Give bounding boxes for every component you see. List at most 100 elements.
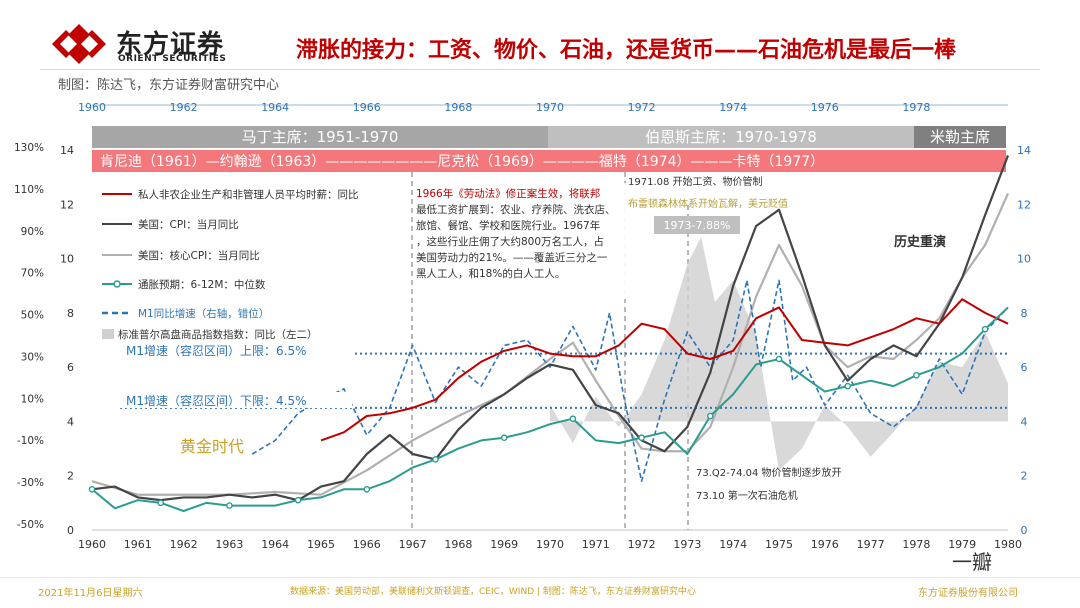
y-left-tick-label: 12 (60, 198, 74, 211)
series-m1 (251, 279, 1009, 482)
y-right-tick-label: 4 (1021, 415, 1028, 428)
top-tick-label: 1978 (902, 101, 930, 114)
series-expectation (91, 306, 1009, 512)
top-tick-label: 1962 (170, 101, 198, 114)
y-outer-tick-label: -30% (17, 477, 44, 489)
chart-credit: 制图：陈达飞，东方证券财富研究中心 (58, 78, 280, 93)
footer-company: 东方证券股份有限公司 (918, 588, 1018, 599)
y-right-tick-label: 2 (1021, 470, 1028, 483)
expectation-point (844, 382, 852, 390)
y-outer-tick-label: 10% (21, 393, 44, 405)
y-right-tick-label: 14 (1017, 144, 1031, 157)
band-chair-burns (548, 126, 914, 148)
footer-source: 数据来源：美国劳动部，美联储利文斯顿调查，CEIC，WIND | 制图：陈达飞，… (290, 587, 696, 597)
annotation-bg (414, 183, 626, 299)
top-tick-label: 1970 (536, 101, 564, 114)
chair-label: 马丁主席：1951-1970 (242, 128, 399, 146)
top-tick-label: 1972 (628, 101, 656, 114)
annotation-oil-crisis: 73.10 第一次石油危机 (696, 489, 798, 502)
page-title: 滞胀的接力：工资、物价、石油，还是货币——石油危机是最后一棒 (296, 38, 957, 63)
chair-label: 伯恩斯主席：1970-1978 (645, 128, 817, 146)
y-outer-tick-label: 110% (14, 184, 44, 196)
band-presidents (92, 150, 1006, 172)
y-right-tick-label: 10 (1017, 253, 1031, 266)
annotation-history: 历史重演 (894, 234, 946, 250)
series-cpi (91, 155, 1010, 502)
expectation-point (88, 485, 96, 493)
peak-badge (654, 216, 740, 234)
top-tick-label: 1966 (353, 101, 381, 114)
y-right-tick-label: 0 (1021, 524, 1028, 537)
top-tick-label: 1964 (261, 101, 289, 114)
x-tick-label: 1977 (857, 538, 885, 551)
x-tick-label: 1972 (628, 538, 656, 551)
y-outer-tick-label: 90% (21, 226, 44, 238)
expectation-point (569, 415, 577, 423)
x-tick-label: 1961 (124, 538, 152, 551)
legend-item: 美国：CPI：当月同比 (102, 218, 239, 231)
y-outer-tick-label: 130% (14, 142, 44, 154)
x-tick-label: 1965 (307, 538, 335, 551)
y-right-tick-label: 8 (1021, 307, 1028, 320)
y-outer-tick-label: -50% (17, 519, 44, 531)
x-tick-label: 1971 (582, 538, 610, 551)
x-tick-label: 1962 (170, 538, 198, 551)
band-chair-martin (92, 126, 548, 148)
expectation-point (500, 434, 508, 442)
expectation-point (363, 485, 371, 493)
y-outer-tick-label: 70% (21, 268, 44, 280)
watermark: 一瓣 (952, 550, 992, 574)
svg-text:美国：核心CPI：当月同比: 美国：核心CPI：当月同比 (138, 249, 260, 262)
y-outer-tick-label: 30% (21, 351, 44, 363)
x-tick-label: 1980 (994, 538, 1022, 551)
y-outer-tick-label: -10% (17, 435, 44, 447)
top-tick-label: 1974 (719, 101, 747, 114)
expectation-point (157, 499, 164, 507)
presidents-label: 肯尼迪（1961）—约翰逊（1963）————————尼克松（1969）————… (100, 154, 824, 170)
top-tick-label: 1960 (78, 101, 106, 114)
y-left-tick-label: 14 (60, 144, 74, 157)
series-wage (320, 298, 1009, 442)
svg-text:通胀预期：6-12M：中位数: 通胀预期：6-12M：中位数 (138, 278, 266, 291)
brand-name: 东方证券 (116, 30, 225, 60)
annotation-peak-1973: 1973-7,88% (664, 219, 731, 232)
annotation-wage-freeze: 1971.08 开始工资、物价管制 (628, 175, 763, 188)
band-chair-miller (914, 126, 1006, 148)
y-right-tick-label: 12 (1017, 198, 1031, 211)
ref-label-bg (120, 342, 352, 358)
expectation-point (638, 434, 645, 442)
x-tick-label: 1963 (215, 538, 243, 551)
y-left-tick-label: 2 (67, 470, 74, 483)
expectation-point (707, 412, 714, 420)
y-left-tick-label: 10 (60, 253, 74, 266)
x-tick-label: 1979 (948, 538, 976, 551)
legend-item: M1同比增速（右轴，错位） (102, 307, 269, 320)
x-tick-label: 1975 (765, 538, 793, 551)
x-tick-label: 1966 (353, 538, 381, 551)
expectation-point (775, 355, 783, 363)
legend-item: 美国：核心CPI：当月同比 (102, 249, 260, 262)
annotation-decontrol: 73.Q2-74.04 物价管制逐步放开 (696, 466, 842, 479)
expectation-point (226, 502, 233, 509)
legend-item: 通胀预期：6-12M：中位数 (102, 278, 266, 291)
x-tick-label: 1976 (811, 538, 839, 551)
y-left-tick-label: 4 (67, 415, 74, 428)
expectation-point (294, 496, 302, 504)
x-tick-label: 1969 (490, 538, 518, 551)
annotation-labor-act: 1966年《劳动法》修正案生效，将联邦最低工资扩展到：农业、疗养院、洗衣店、旅馆… (416, 187, 616, 280)
legend-item: 标准普尔高盘商品指数指数：同比（左二） (102, 328, 318, 341)
ref-label-upper: M1增速（容忍区间）上限：6.5% (126, 343, 306, 358)
brand-logo-icon (52, 24, 106, 64)
legend-item: 私人非农企业生产和非管理人员平均时薪：同比 (102, 188, 359, 201)
expectation-point (913, 371, 920, 379)
svg-text:美国：CPI：当月同比: 美国：CPI：当月同比 (138, 218, 239, 231)
x-tick-label: 1968 (444, 538, 472, 551)
x-tick-label: 1974 (719, 538, 747, 551)
svg-text:标准普尔高盘商品指数指数：同比（左二）: 标准普尔高盘商品指数指数：同比（左二） (118, 328, 318, 341)
y-left-tick-label: 8 (67, 307, 74, 320)
x-tick-label: 1978 (902, 538, 930, 551)
expectation-point (981, 325, 989, 333)
svg-text:M1同比增速（右轴，错位）: M1同比增速（右轴，错位） (138, 307, 269, 320)
x-tick-label: 1973 (673, 538, 701, 551)
y-outer-tick-label: 50% (21, 310, 44, 322)
